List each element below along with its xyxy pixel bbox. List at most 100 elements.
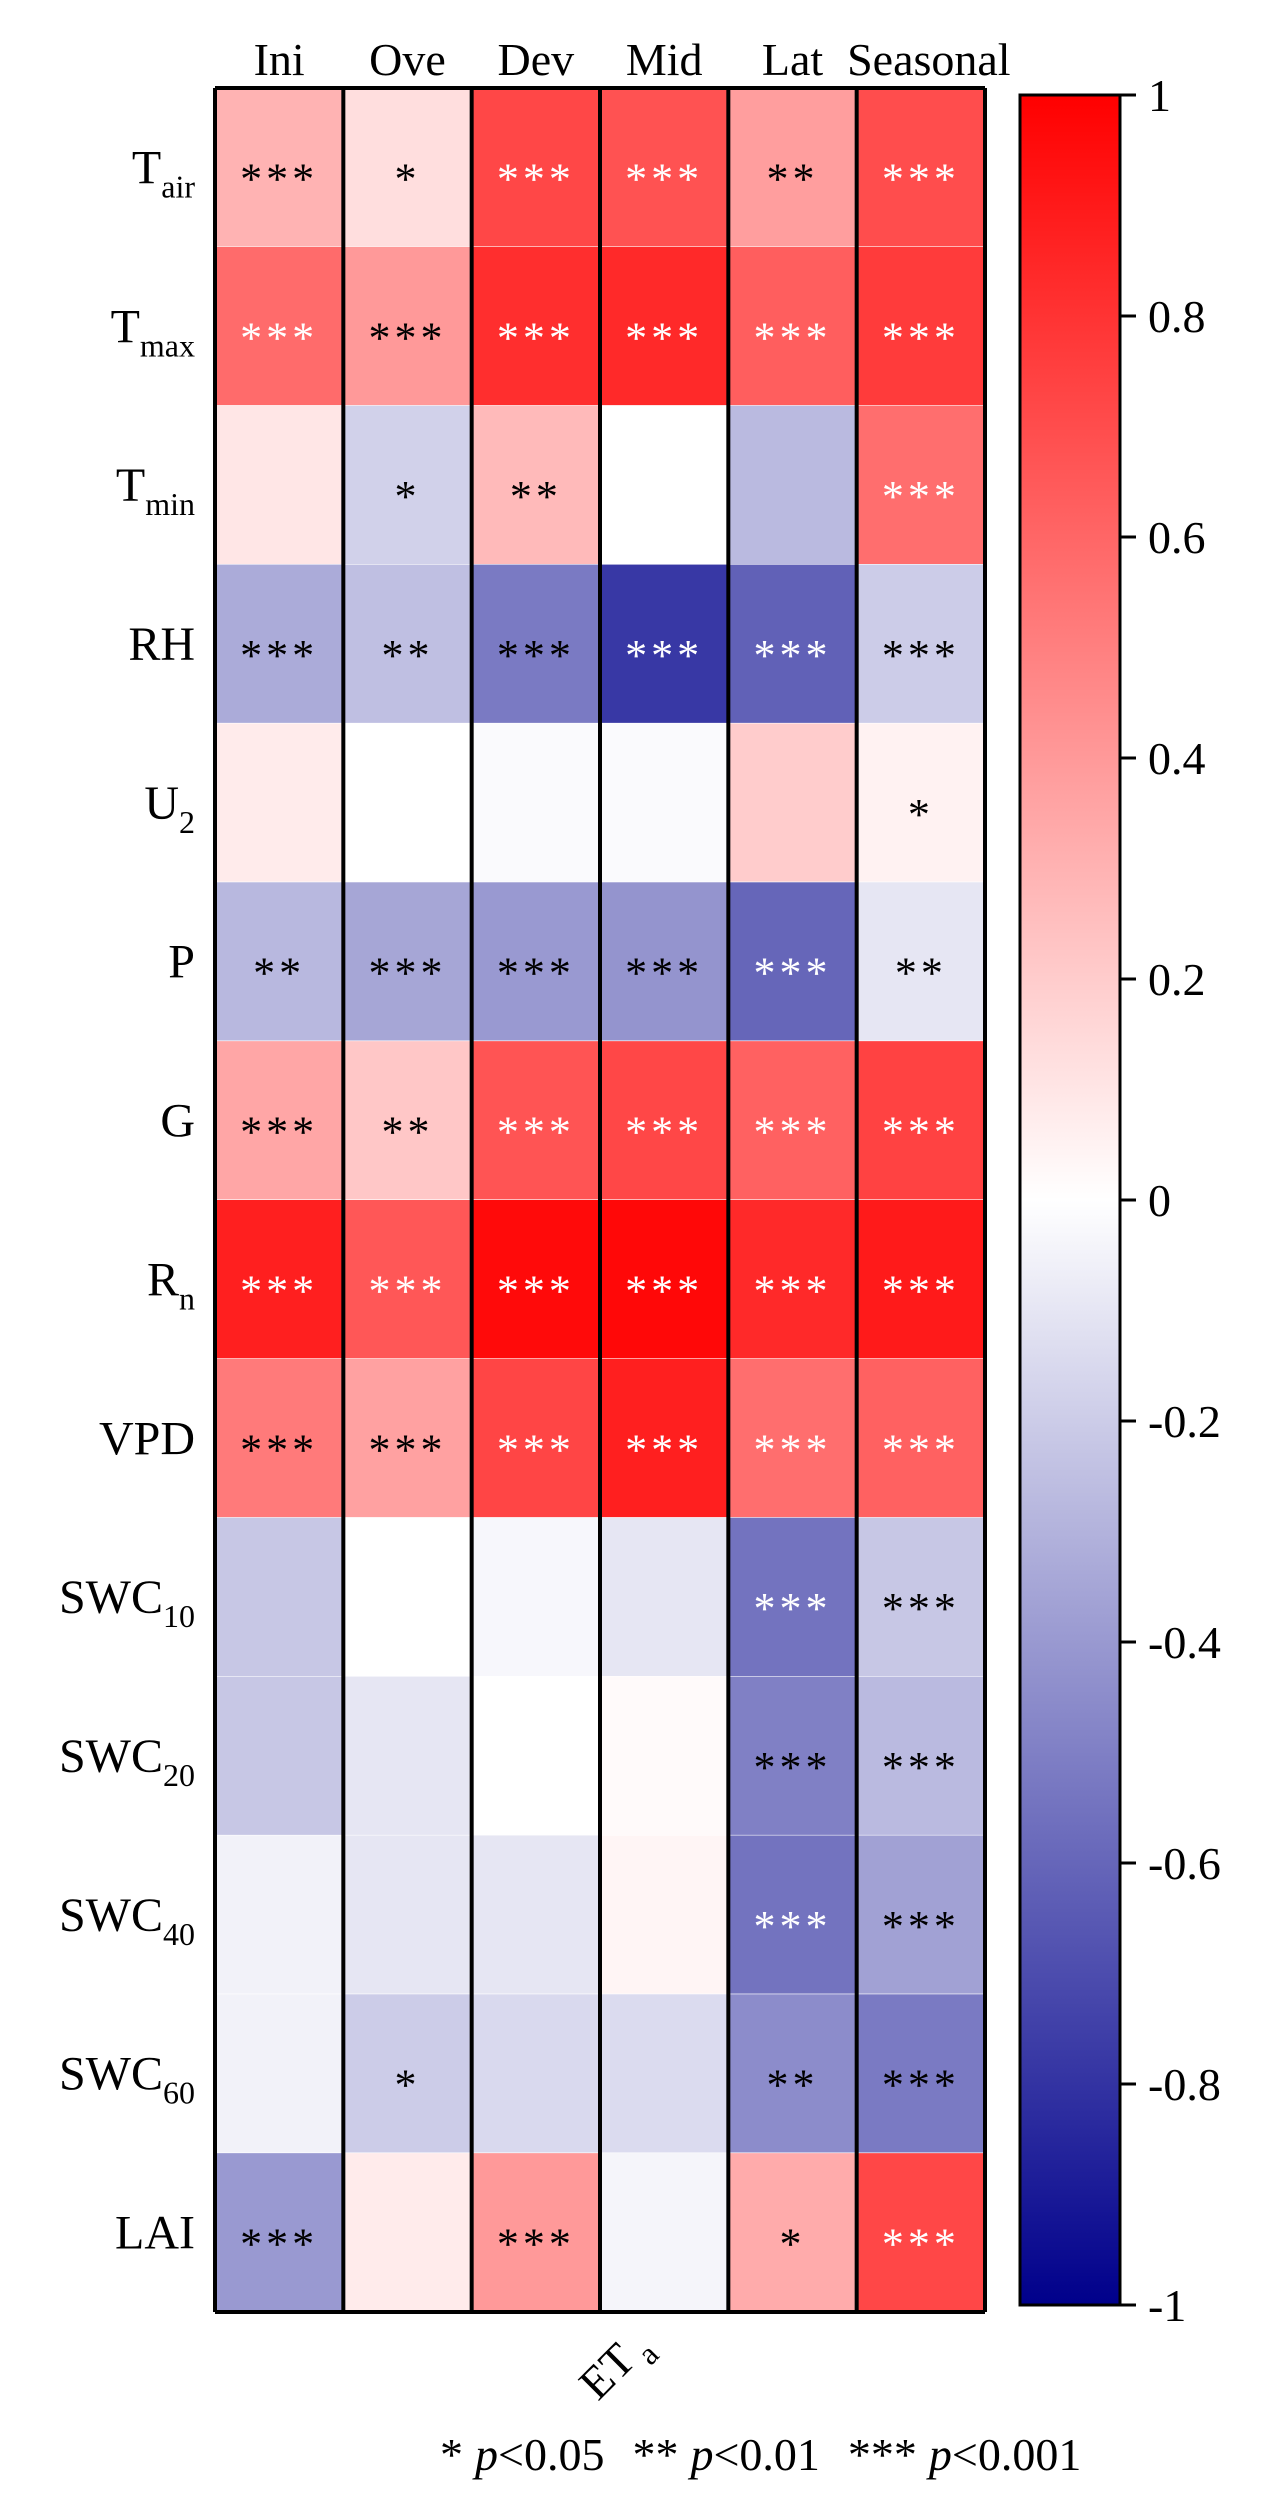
significance-label: *** <box>497 154 575 203</box>
heatmap-cell <box>343 405 472 565</box>
heatmap-cell <box>728 1676 857 1836</box>
colorbar-tick-label: 0.2 <box>1148 954 1206 1005</box>
significance-label: *** <box>754 949 832 998</box>
row-label-main: T <box>132 141 161 194</box>
significance-label: *** <box>497 313 575 362</box>
significance-label: *** <box>240 631 318 680</box>
row-label-main: RH <box>128 618 195 671</box>
heatmap-cell <box>215 1041 344 1200</box>
heatmap-cell <box>471 1835 600 1995</box>
row-label-subscript: max <box>140 327 195 363</box>
significance-label: *** <box>240 154 318 203</box>
heatmap-cell <box>343 1994 472 2154</box>
row-label-main: R <box>147 1253 179 1306</box>
heatmap-cell <box>343 1835 472 1995</box>
significance-label: *** <box>369 1266 447 1315</box>
significance-label: ** <box>382 631 434 680</box>
heatmap-cell <box>600 882 729 1042</box>
significance-label: *** <box>882 1584 960 1633</box>
significance-label: *** <box>882 472 960 521</box>
column-labels: Ini Ove Dev Mid Lat Seasonal <box>254 34 1011 85</box>
row-label-main: U <box>144 777 179 830</box>
heatmap-cell <box>600 1200 729 1359</box>
row-label-main: SWC <box>59 2048 163 2101</box>
row-label-subscript: 20 <box>163 1757 195 1793</box>
significance-label: * <box>780 2220 806 2269</box>
heatmap-cell <box>600 1835 729 1995</box>
heatmap-cell <box>728 2153 857 2312</box>
heatmap-cell <box>215 88 344 247</box>
legend-threshold: <0.05 <box>498 2429 604 2480</box>
row-label: SWC60 <box>59 2048 195 2111</box>
row-label: Rn <box>147 1253 195 1316</box>
significance-label: *** <box>625 154 703 203</box>
legend-p-symbol: p <box>926 2429 952 2480</box>
row-label: SWC40 <box>59 1889 195 1952</box>
heatmap-cell <box>856 2153 985 2312</box>
heatmap-cell <box>215 564 344 724</box>
significance-label: *** <box>882 1266 960 1315</box>
row-label-main: LAI <box>115 2207 195 2260</box>
significance-label: *** <box>240 1425 318 1474</box>
colorbar-tick-label: 0 <box>1148 1175 1171 1226</box>
row-label-subscript: n <box>179 1280 195 1316</box>
x-axis-label: ETa <box>569 2319 665 2415</box>
row-label: U2 <box>144 777 195 840</box>
significance-label: *** <box>882 313 960 362</box>
colorbar-tick-label: -0.2 <box>1148 1396 1221 1447</box>
legend-stars: * <box>440 2429 463 2480</box>
column-label: Ove <box>369 34 446 85</box>
significance-label: *** <box>497 631 575 680</box>
heatmap-cell <box>600 246 729 406</box>
significance-label: *** <box>882 1108 960 1157</box>
heatmap-cell <box>215 405 344 565</box>
heatmap-cell <box>856 1358 985 1518</box>
heatmap-cell <box>343 88 472 247</box>
column-borders <box>213 86 987 2314</box>
significance-label: *** <box>240 313 318 362</box>
heatmap-cell <box>343 1358 472 1518</box>
heatmap-cell <box>728 1517 857 1677</box>
colorbar-tick-label: 0.4 <box>1148 733 1206 784</box>
significance-label: *** <box>882 1902 960 1951</box>
row-labels: TairTmaxTminRHU2PGRnVPDSWC10SWC20SWC40SW… <box>59 141 195 2259</box>
colorbar-tick-label: -0.6 <box>1148 1838 1221 1889</box>
heatmap-cell <box>343 564 472 724</box>
column-label: Mid <box>626 34 703 85</box>
heatmap-cell <box>215 1994 344 2154</box>
colorbar-tick-label: 0.6 <box>1148 512 1206 563</box>
significance-label: *** <box>625 313 703 362</box>
significance-label: ** <box>253 949 305 998</box>
significance-label: *** <box>240 1108 318 1157</box>
column-label: Seasonal <box>847 34 1011 85</box>
heatmap-cell <box>856 1200 985 1359</box>
heatmap-cell <box>343 2153 472 2312</box>
significance-label: *** <box>240 2220 318 2269</box>
heatmap-cell <box>600 2153 729 2312</box>
heatmap-cell <box>343 1517 472 1677</box>
heatmap-cell <box>728 564 857 724</box>
heatmap-cell <box>471 1676 600 1836</box>
column-label: Dev <box>498 34 575 85</box>
significance-label: *** <box>754 1266 832 1315</box>
significance-label: *** <box>625 949 703 998</box>
row-label: SWC20 <box>59 1730 195 1793</box>
heatmap-cell <box>471 1517 600 1677</box>
legend-p-symbol: p <box>472 2429 498 2480</box>
heatmap-cell <box>728 1041 857 1200</box>
heatmap-cell <box>471 882 600 1042</box>
significance-label: *** <box>882 2061 960 2110</box>
significance-label: *** <box>754 1902 832 1951</box>
x-axis-label-text: ETa <box>569 2319 665 2415</box>
significance-label: *** <box>625 1425 703 1474</box>
significance-label: *** <box>497 1266 575 1315</box>
heatmap-cell <box>600 723 729 883</box>
heatmap-cell <box>600 564 729 724</box>
heatmap-cell <box>856 1994 985 2154</box>
significance-label: ** <box>510 472 562 521</box>
heatmap-cell <box>728 88 857 247</box>
significance-label: * <box>395 2061 421 2110</box>
legend-p-symbol: p <box>687 2429 713 2480</box>
